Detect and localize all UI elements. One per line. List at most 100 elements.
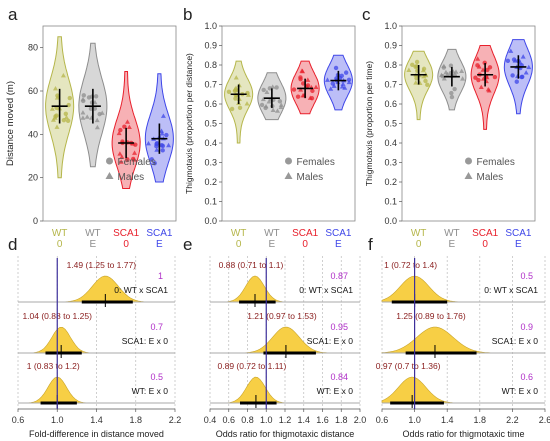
probability-label: 0.84 — [330, 372, 348, 382]
group-label-genotype: SCA1 — [472, 228, 499, 239]
group-label-treatment: 0 — [123, 239, 129, 250]
data-point-male — [264, 89, 270, 95]
x-tick-label: 0.6 — [12, 415, 25, 425]
data-point-male — [460, 76, 466, 81]
data-point-female — [449, 94, 455, 100]
comparison-label: SCA1: E x 0 — [307, 336, 354, 346]
comparison-label: WT: E x 0 — [317, 386, 354, 396]
legend-female-label: Females — [477, 157, 515, 168]
data-point-male — [486, 88, 492, 93]
x-tick-label: 1.0 — [51, 415, 64, 425]
data-point-female — [414, 64, 419, 69]
data-point-male — [413, 80, 419, 85]
y-tick-label: 0.3 — [204, 158, 217, 168]
group-label-genotype: SCA1 — [292, 228, 319, 239]
data-point-male — [166, 142, 172, 148]
probability-label: 0.5 — [520, 271, 533, 281]
data-point-male — [340, 81, 346, 86]
data-point-male — [480, 67, 486, 72]
estimate-label: 1.21 (0.97 to 1.53) — [247, 311, 317, 321]
estimate-label: 0.89 (0.72 to 1.11) — [218, 361, 287, 371]
data-point-female — [295, 94, 301, 99]
probability-label: 1 — [158, 271, 163, 281]
data-point-female — [449, 90, 454, 96]
data-point-female — [298, 76, 303, 82]
x-tick-label: 1.8 — [474, 415, 487, 425]
comparison-label: SCA1: E x 0 — [122, 336, 169, 346]
data-point-male — [328, 86, 334, 91]
data-point-male — [160, 113, 166, 118]
y-tick-label: 0.1 — [384, 197, 397, 207]
group-label-genotype: SCA1 — [505, 228, 532, 239]
data-point-female — [152, 160, 157, 166]
x-axis-label: Odds ratio for thigmotaxic time — [402, 429, 524, 439]
data-point-female — [485, 67, 490, 73]
data-point-male — [278, 102, 284, 107]
legend-male-label: Males — [477, 172, 504, 183]
group-label-treatment: E — [449, 239, 456, 250]
x-tick-label: 1.6 — [316, 415, 329, 425]
estimate-label: 0.97 (0.7 to 1.36) — [376, 361, 441, 371]
data-point-male — [300, 92, 306, 98]
data-point-female — [310, 88, 315, 94]
data-point-female — [300, 81, 306, 86]
data-point-male — [124, 119, 130, 124]
x-tick-label: 2.2 — [506, 415, 519, 425]
data-point-male — [260, 96, 266, 102]
violin-panel-c: c 0.0 0.1 0.2 0.3 0.4 0.5 0.6 0.7 0.8 0.9 1.0 Thigmo… — [362, 5, 536, 250]
x-tick-label: 1.2 — [279, 415, 292, 425]
data-point-female — [519, 74, 524, 80]
y-tick-label: 0.6 — [204, 99, 217, 109]
data-point-female — [125, 157, 130, 162]
data-point-male — [443, 69, 449, 75]
data-point-male — [117, 151, 123, 156]
probability-label: 0.95 — [330, 322, 348, 332]
data-point-female — [122, 124, 127, 129]
data-point-male — [233, 85, 239, 90]
probability-label: 0.6 — [520, 372, 533, 382]
group-label-treatment: 0 — [482, 239, 488, 250]
group-label-treatment: 0 — [302, 239, 308, 250]
data-point-female — [54, 113, 59, 118]
estimate-label: 1.49 (1.25 to 1.77) — [67, 260, 137, 270]
data-point-male — [154, 147, 160, 152]
x-tick-label: 0.8 — [241, 415, 254, 425]
group-label-treatment: 0 — [236, 239, 242, 250]
data-point-female — [414, 59, 420, 65]
data-point-male — [305, 77, 311, 82]
data-point-female — [226, 89, 232, 94]
data-point-male — [145, 140, 151, 146]
data-point-male — [54, 95, 60, 100]
group-label-treatment: E — [335, 239, 342, 250]
data-point-female — [88, 106, 94, 111]
data-point-male — [270, 107, 276, 113]
data-point-female — [330, 81, 336, 86]
data-point-male — [331, 83, 337, 88]
y-tick-label: 60 — [28, 86, 38, 96]
data-point-female — [118, 127, 123, 133]
comparison-label: 0: WT x SCA1 — [484, 285, 538, 295]
forest-panel-d: d 0.6 1.0 1.4 1.8 2.2 Fold-difference in dista… — [8, 235, 181, 439]
x-tick-label: 2.0 — [354, 415, 367, 425]
data-point-female — [164, 132, 169, 138]
data-point-male — [299, 68, 305, 73]
plot-frame — [42, 25, 177, 222]
data-point-male — [270, 84, 276, 89]
y-tick-label: 20 — [28, 173, 38, 183]
data-point-female — [133, 142, 138, 147]
data-point-female — [261, 87, 266, 93]
panel-letter: b — [183, 5, 192, 24]
estimate-label: 1 (0.72 to 1.4) — [384, 260, 437, 270]
legend-male-marker — [464, 172, 473, 179]
y-tick-label: 0.5 — [204, 119, 217, 129]
y-tick-label: 0.4 — [204, 138, 217, 148]
data-point-male — [313, 84, 319, 89]
data-point-male — [512, 58, 518, 63]
data-point-female — [423, 78, 428, 84]
panel-letter: c — [362, 5, 371, 24]
data-point-female — [233, 96, 238, 101]
data-point-male — [508, 48, 514, 53]
panel-letter: a — [8, 5, 18, 24]
data-point-male — [441, 76, 447, 81]
data-point-male — [50, 117, 56, 122]
